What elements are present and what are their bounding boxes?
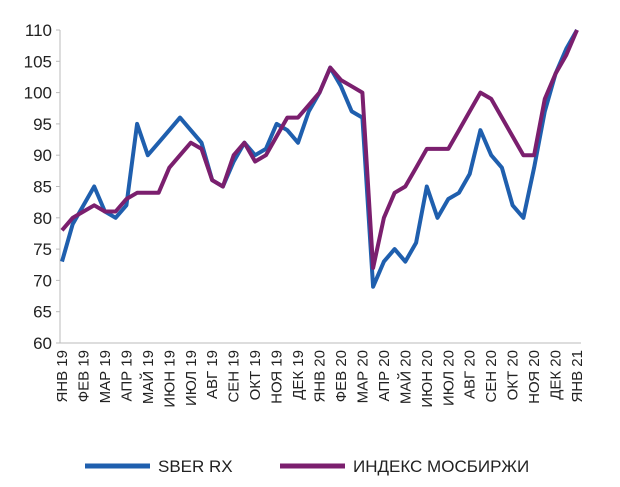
y-tick-label: 105 [24,52,52,71]
x-tick-label: МАР 20 [354,350,371,403]
y-tick-label: 60 [33,334,52,353]
x-tick-label: НОЯ 19 [269,350,286,404]
x-tick-label: ФЕВ 19 [75,350,92,402]
x-tick-label: АПР 19 [118,350,135,401]
y-tick-label: 95 [33,115,52,134]
x-tick-label: ИЮЛ 19 [183,350,200,406]
x-tick-label: ФЕВ 20 [333,350,350,402]
x-tick-label: ОКТ 20 [505,350,522,400]
x-tick-label: ДЕК 20 [548,350,565,400]
y-tick-label: 75 [33,240,52,259]
y-tick-label: 90 [33,146,52,165]
x-tick-label: СЕН 20 [483,350,500,403]
x-tick-label: АПР 20 [376,350,393,401]
y-tick-label: 110 [25,21,52,40]
y-tick-label: 80 [33,209,52,228]
y-tick-label: 65 [33,303,52,322]
x-tick-label: НОЯ 20 [526,350,543,404]
x-tick-label: АВГ 20 [462,350,479,399]
x-tick-label: ЯНВ 20 [312,350,329,403]
x-tick-label: АВГ 19 [204,350,221,399]
x-tick-label: ИЮН 19 [161,350,178,408]
x-tick-label: ЯНВ 21 [569,350,586,403]
series-line [60,29,579,289]
x-tick-label: МАЙ 19 [139,350,157,404]
legend-label: ИНДЕКС МОСБИРЖИ [353,457,529,476]
x-tick-label: ДЕК 19 [290,350,307,400]
x-tick-label: ЯНВ 19 [54,350,71,403]
legend-label: SBER RX [158,457,233,476]
x-tick-label: СЕН 19 [226,350,243,403]
x-tick-label: ИЮЛ 20 [440,350,457,406]
x-tick-label: МАР 19 [97,350,114,403]
y-tick-label: 70 [33,271,52,290]
x-tick-label: МАЙ 20 [396,350,414,404]
y-tick-label: 85 [33,178,52,197]
series-line [60,29,579,270]
x-tick-label: ИЮН 20 [419,350,436,408]
x-tick-label: ОКТ 19 [247,350,264,400]
y-tick-label: 100 [24,84,52,103]
